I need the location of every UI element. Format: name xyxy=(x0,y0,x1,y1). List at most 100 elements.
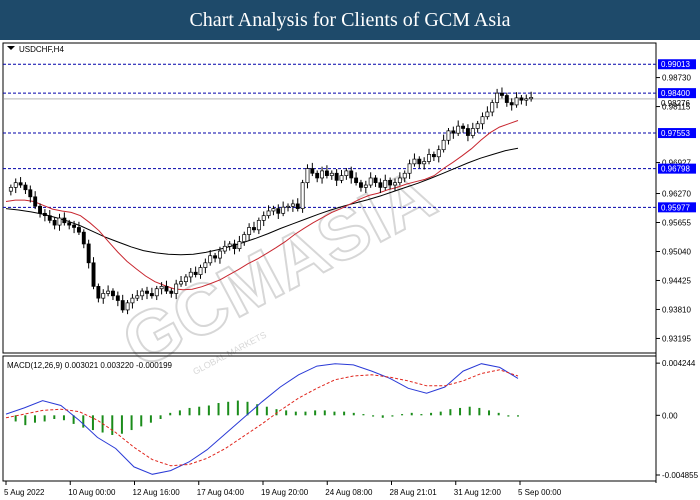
price-tick-label: 0.94425 xyxy=(662,276,691,285)
candle-body xyxy=(149,293,154,297)
candle-body xyxy=(519,97,524,101)
candle-body xyxy=(509,102,514,106)
candle-body xyxy=(504,95,509,103)
time-tick-label: 12 Aug 16:00 xyxy=(133,488,181,497)
candle-body xyxy=(52,220,57,226)
candle-body xyxy=(120,300,125,311)
candle-body xyxy=(222,245,227,252)
candle-body xyxy=(76,227,81,233)
candle-body xyxy=(334,172,339,181)
candle-body xyxy=(242,234,247,242)
candle-body xyxy=(261,215,266,221)
level-badge-label: 0.98400 xyxy=(661,89,690,98)
candle-body xyxy=(57,217,62,226)
ma-fast-line xyxy=(5,120,519,291)
time-tick-label: 17 Aug 04:00 xyxy=(197,488,245,497)
level-badge xyxy=(658,163,696,174)
price-tick-label: 0.95655 xyxy=(662,219,691,228)
candle-body xyxy=(276,208,281,214)
candle-body xyxy=(354,177,359,184)
candle-body xyxy=(402,172,407,179)
macd-panel-frame xyxy=(2,355,657,482)
candle-body xyxy=(378,182,383,188)
level-badge xyxy=(658,59,696,70)
candle-body xyxy=(111,290,115,297)
candle-body xyxy=(169,290,174,294)
candle-body xyxy=(344,170,349,176)
candle-body xyxy=(427,154,431,162)
macd-plot xyxy=(5,363,519,475)
candle-body xyxy=(456,125,461,134)
candle-body xyxy=(363,184,368,188)
candle-body xyxy=(86,243,91,264)
candle-body xyxy=(436,149,441,158)
candle-body xyxy=(125,302,130,311)
price-tick-label: 0.98730 xyxy=(662,74,691,83)
macd-line xyxy=(5,363,519,475)
candle-body xyxy=(388,179,393,186)
candle-body xyxy=(159,286,164,290)
candle-body xyxy=(8,187,13,192)
time-tick-label: 10 Aug 00:00 xyxy=(68,488,116,497)
macd-axis: 0.004244 0.00 -0.004855 xyxy=(656,359,699,480)
candle-body xyxy=(203,262,208,268)
level-badge xyxy=(658,88,696,99)
candle-body xyxy=(495,92,500,103)
chart-background xyxy=(0,40,700,500)
candle-body xyxy=(480,116,485,125)
candle-body xyxy=(500,92,504,96)
candle-body xyxy=(290,203,295,207)
candle-body xyxy=(183,276,188,283)
level-badge-label: 0.95977 xyxy=(661,203,690,212)
time-tick-label: 28 Aug 21:01 xyxy=(390,488,438,497)
candle-body xyxy=(72,224,77,228)
candlesticks xyxy=(8,87,534,315)
macd-label: MACD(12,26,9) 0.003021 0.003220 -0.00019… xyxy=(7,361,173,370)
candle-body xyxy=(397,177,402,184)
candle-body xyxy=(324,170,329,176)
candle-body xyxy=(140,290,145,297)
candle-body xyxy=(28,189,33,198)
candle-body xyxy=(179,281,183,285)
candle-body xyxy=(315,172,320,179)
moving-averages xyxy=(5,120,519,291)
candle-body xyxy=(198,267,203,275)
candle-body xyxy=(329,172,334,176)
candle-body xyxy=(470,128,475,136)
dropdown-triangle-icon[interactable] xyxy=(7,46,15,50)
candle-body xyxy=(13,182,18,188)
price-axis: 0.98730 0.98115 0.96927 0.96270 0.95655 0.950… xyxy=(656,74,691,343)
candle-body xyxy=(47,215,52,221)
candle-body xyxy=(247,227,252,235)
candle-body xyxy=(446,130,451,141)
candle-body xyxy=(368,177,373,186)
candle-body xyxy=(407,163,412,174)
candle-body xyxy=(431,154,436,158)
candle-body xyxy=(164,286,169,292)
candle-body xyxy=(514,97,519,106)
macd-tick-label: -0.004855 xyxy=(662,471,699,480)
candle-body xyxy=(193,271,198,275)
candle-body xyxy=(422,161,427,165)
candle-body xyxy=(524,98,529,101)
symbol-label: USDCHF,H4 xyxy=(19,45,64,54)
candle-body xyxy=(349,170,354,179)
candle-body xyxy=(417,158,422,165)
candle-body xyxy=(91,262,96,287)
page-title: Chart Analysis for Clients of GCM Asia xyxy=(0,0,700,40)
candle-body xyxy=(393,182,397,186)
candle-body xyxy=(286,205,290,208)
macd-tick-label: 0.004244 xyxy=(662,359,696,368)
level-badges: 0.99013 0.98400 0.97553 0.96798 0.95977 0.982… xyxy=(658,59,696,213)
signal-line xyxy=(5,369,519,467)
candle-body xyxy=(42,212,47,217)
chart-area: GCMASIA GLOBAL MARKETS USDCHF,H4 0.98730… xyxy=(0,40,700,500)
candle-body xyxy=(227,243,232,247)
time-tick-label: 19 Aug 20:00 xyxy=(261,488,309,497)
candle-body xyxy=(461,125,466,129)
candle-body xyxy=(38,205,42,214)
macd-tick-label: 0.00 xyxy=(662,411,678,420)
candle-body xyxy=(135,295,140,299)
level-badge-label: 0.97553 xyxy=(661,129,690,138)
